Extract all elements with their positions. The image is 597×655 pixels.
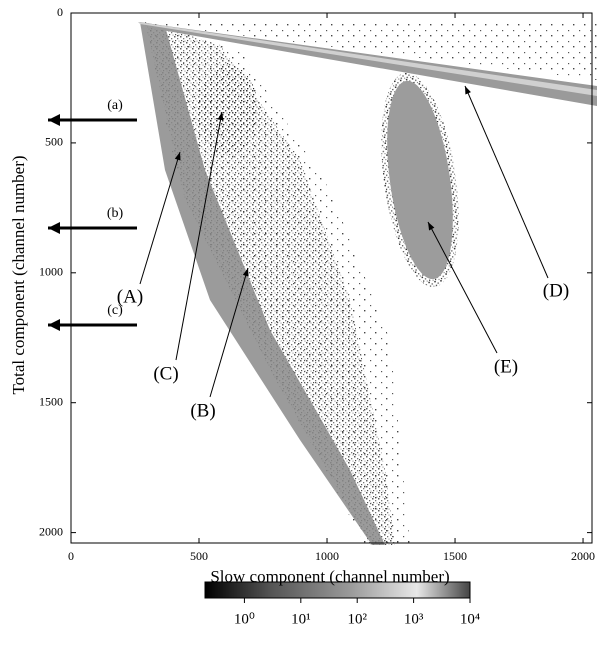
colorbar-tick-label: 10³ — [404, 611, 424, 627]
x-tick-label: 1000 — [315, 549, 339, 563]
y-tick-label: 500 — [45, 135, 63, 149]
y-tick-label: 2000 — [39, 524, 63, 538]
y-axis-label: Total component (channel number) — [9, 155, 28, 394]
annotation: (C) — [153, 363, 178, 384]
arrow — [139, 151, 181, 285]
arrow — [427, 221, 498, 354]
colorbar-tick-label: 10² — [347, 611, 367, 627]
annotation: (B) — [190, 400, 215, 421]
arrow-head — [217, 112, 224, 121]
arrow-head — [48, 222, 60, 234]
x-tick-label: 500 — [190, 549, 208, 563]
arrow-head — [242, 268, 249, 277]
arrow-head — [465, 86, 471, 95]
annotation: (A) — [117, 286, 143, 307]
y-tick-label: 1500 — [39, 394, 63, 408]
arrow-head — [174, 152, 181, 161]
arrow-head — [428, 222, 435, 231]
colorbar-tick-label: 10¹ — [291, 611, 311, 627]
annotation: (D) — [543, 280, 569, 301]
y-tick-label: 0 — [57, 5, 63, 19]
y-tick-label: 1000 — [39, 265, 63, 279]
arrow-head — [48, 114, 60, 126]
colorbar-tick-label: 10⁴ — [460, 611, 480, 627]
arrow — [464, 85, 549, 279]
colorbar — [204, 581, 471, 599]
x-tick-label: 1500 — [443, 549, 467, 563]
side-arrow-label: (a) — [107, 98, 123, 113]
x-tick-label: 0 — [68, 549, 74, 563]
arrow — [209, 267, 249, 398]
annotation: (E) — [494, 356, 518, 377]
arrow — [175, 111, 223, 361]
density — [138, 22, 597, 545]
colorbar-tick-label: 10⁰ — [234, 611, 255, 627]
side-arrow-label: (c) — [107, 303, 123, 318]
arrow-head — [48, 319, 60, 331]
plot-frame — [70, 12, 593, 544]
side-arrow-label: (b) — [107, 206, 124, 221]
x-tick-label: 2000 — [571, 549, 595, 563]
x-axis-label: Slow component (channel number) — [210, 567, 449, 586]
